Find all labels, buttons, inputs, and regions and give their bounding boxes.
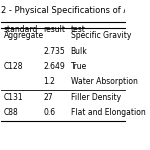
Text: Filler Density: Filler Density xyxy=(71,93,121,102)
Text: result: result xyxy=(43,25,65,34)
Text: True: True xyxy=(71,62,87,71)
Text: 2 - Physical Specifications of Aggregates: 2 - Physical Specifications of Aggregate… xyxy=(1,6,150,15)
Text: 2.735: 2.735 xyxy=(43,47,65,56)
Text: Flat and Elongation: Flat and Elongation xyxy=(71,108,145,117)
Text: 1.2: 1.2 xyxy=(43,78,55,87)
Text: Specific Gravity: Specific Gravity xyxy=(71,31,131,40)
Text: 2.649: 2.649 xyxy=(43,62,65,71)
Text: 0.6: 0.6 xyxy=(43,108,56,117)
Text: Bulk: Bulk xyxy=(71,47,87,56)
Text: Aggregate: Aggregate xyxy=(4,31,44,40)
Text: Water Absorption: Water Absorption xyxy=(71,78,138,87)
Text: C128: C128 xyxy=(4,62,23,71)
Text: test: test xyxy=(71,25,85,34)
Text: C88: C88 xyxy=(4,108,19,117)
Text: C131: C131 xyxy=(4,93,24,102)
Text: standard: standard xyxy=(4,25,38,34)
Text: 27: 27 xyxy=(43,93,53,102)
